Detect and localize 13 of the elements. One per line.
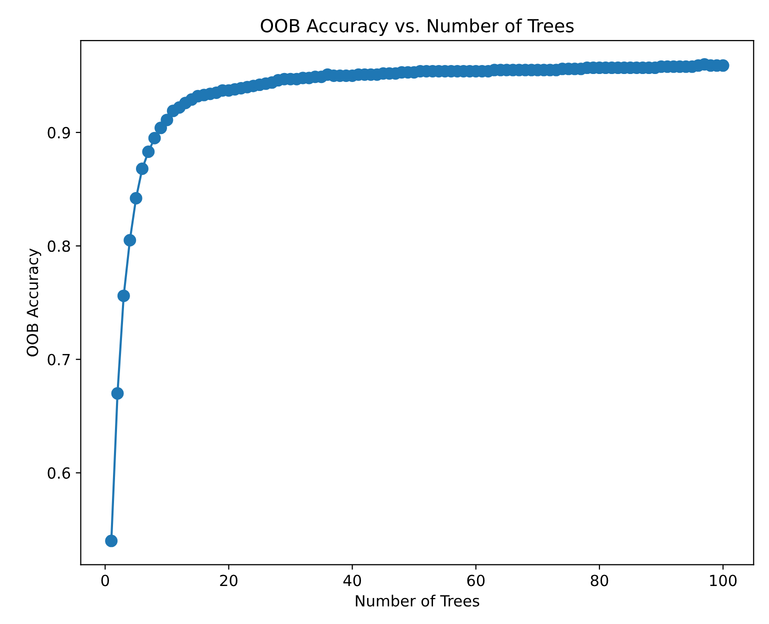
y-tick-label: 0.9 xyxy=(48,126,70,138)
y-tick-label: 0.8 xyxy=(48,240,70,252)
x-tick-label: 80 xyxy=(590,574,608,586)
chart-title: OOB Accuracy vs. Number of Trees xyxy=(260,18,574,36)
y-tick-label: 0.7 xyxy=(48,354,70,366)
x-tick-label: 40 xyxy=(343,574,362,586)
x-tick-label: 0 xyxy=(101,574,109,586)
x-tick-label: 60 xyxy=(467,574,485,586)
x-tick-label: 100 xyxy=(710,574,737,586)
x-axis-title: Number of Trees xyxy=(356,594,480,607)
x-tick-label: 20 xyxy=(220,574,238,586)
y-tick-label: 0.6 xyxy=(48,467,70,479)
y-axis-title: OOB Accuracy xyxy=(26,248,42,356)
